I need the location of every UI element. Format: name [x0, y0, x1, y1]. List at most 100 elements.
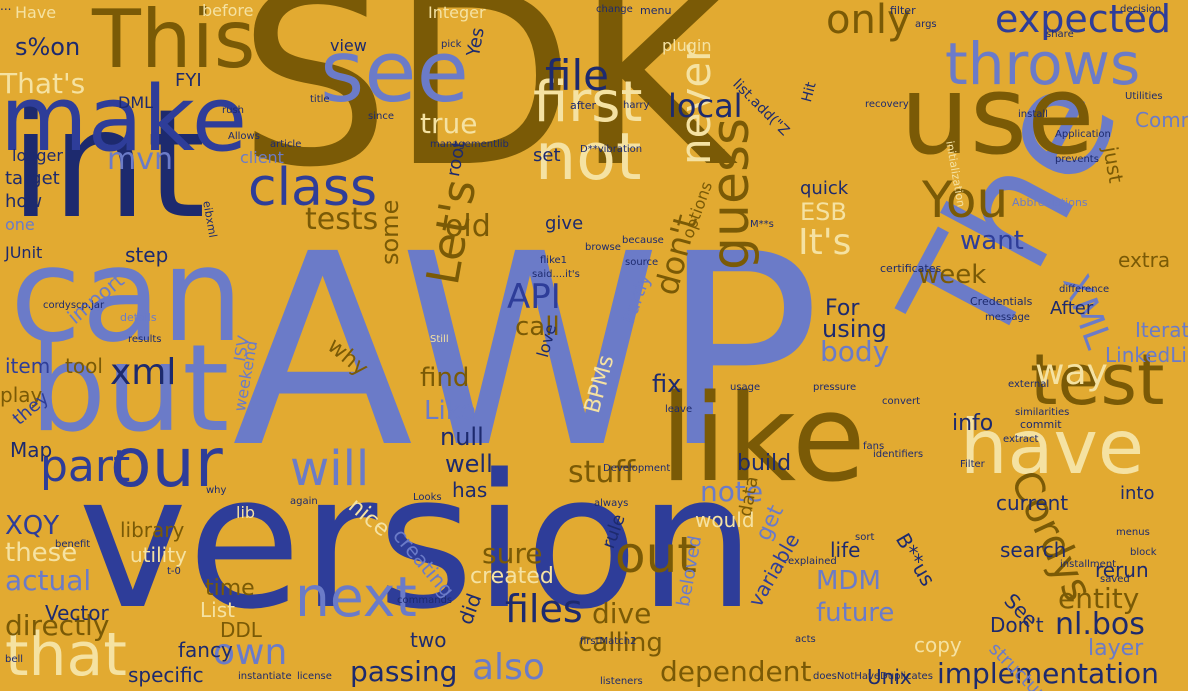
word-sure: sure [482, 537, 543, 570]
word-why: why [206, 485, 227, 496]
word-dependent: dependent [660, 655, 812, 688]
word-filter: filter [890, 4, 916, 17]
word-find: find [420, 363, 470, 393]
word-t-0: t-0 [167, 566, 181, 577]
word-see: see [320, 23, 469, 122]
word-dml: DML [118, 93, 154, 112]
word-view: view [330, 36, 367, 55]
word-some: some [376, 199, 404, 265]
word-rerun: rerun [1095, 558, 1149, 582]
word-yes: Yes [463, 26, 489, 59]
word-dive: dive [592, 597, 652, 630]
word-give: give [545, 213, 584, 234]
word-xqy: XQY [5, 511, 60, 541]
word-will: will [290, 441, 370, 497]
word-has: has [452, 478, 488, 502]
word-list: List [200, 598, 235, 622]
word-said-it-s: said....it's [532, 269, 580, 280]
word-implementation: implementation [937, 657, 1159, 690]
word-sdk: SDK [238, 0, 733, 220]
word-ddl: DDL [220, 618, 262, 642]
word-utilities: Utilities [1125, 91, 1163, 102]
word-make: make [0, 67, 248, 172]
word-week: week [918, 260, 987, 290]
word-before: before [202, 1, 254, 20]
word-title: title [310, 94, 330, 105]
word-junit: JUnit [5, 243, 43, 262]
word-saved: saved [1100, 574, 1130, 585]
word-identifiers: identifiers [873, 449, 924, 460]
word-license: license [297, 671, 332, 682]
word-step: step [125, 243, 169, 267]
word-only: only [826, 0, 911, 43]
word-part: part [40, 441, 131, 492]
word-again: again [290, 496, 318, 507]
word-similarities: similarities [1015, 407, 1070, 418]
word-life: life [830, 538, 861, 562]
word-flike1: flike1 [540, 255, 568, 266]
word-d-vibration: D**vibration [580, 144, 643, 155]
word-int: int [10, 78, 206, 252]
word-logger: logger [12, 146, 63, 165]
word-throws: throws [945, 30, 1141, 98]
word-into: into [1120, 483, 1155, 504]
word-browse: browse [585, 242, 621, 253]
word-have: Have [15, 3, 57, 22]
word-hit: Hit [799, 80, 820, 104]
word-install: install [1018, 109, 1048, 120]
word-can: can [10, 219, 244, 371]
word-block: block [1130, 547, 1157, 558]
word-linkedlist: LinkedList [1105, 343, 1188, 367]
word-just: just [1098, 144, 1129, 185]
word-m-s: M**s [750, 219, 774, 230]
word-details: details [120, 311, 157, 324]
word-next: next [295, 565, 417, 629]
word-usage: usage [730, 382, 761, 393]
word-class: class [248, 158, 378, 218]
word-difference: difference [1059, 284, 1110, 295]
word-way: way [1035, 352, 1108, 393]
word-fans: fans [863, 441, 885, 452]
word-version: version [78, 434, 756, 650]
word-time: time [205, 576, 255, 601]
word-passing: passing [350, 655, 458, 688]
word-using: using [822, 315, 887, 343]
word-lib: lib [236, 503, 256, 522]
word-change: change [596, 4, 633, 15]
word-calling: calling [578, 628, 663, 658]
word-always: always [594, 498, 629, 509]
word-acts: acts [795, 634, 816, 645]
word-recovery: recovery [865, 99, 909, 110]
word-for: For [825, 296, 860, 321]
word-specific: specific [128, 663, 204, 687]
word-menus: menus [1116, 527, 1150, 538]
word-args: args [915, 19, 937, 30]
word-mdm: MDM [816, 566, 881, 596]
word-xml: xml [110, 352, 177, 393]
word-search: search [1000, 538, 1067, 562]
word-fyi: FYI [175, 70, 202, 91]
word-two: two [410, 628, 447, 652]
word-how: how [5, 191, 43, 212]
word-api: API [507, 277, 561, 317]
word-it-s: It's [798, 222, 852, 263]
word-future: future [816, 598, 895, 628]
word-vector: Vector [45, 601, 109, 625]
word-abbreviations: Abbreviations [1012, 196, 1088, 209]
word-not: not [535, 120, 642, 195]
word-directly: directly [5, 609, 110, 642]
word-after: after [570, 99, 597, 112]
word-menu: menu [640, 4, 672, 17]
word-message: message [985, 312, 1030, 323]
word-unix: Unix [867, 665, 912, 689]
word-commandline: CommandLine [1135, 108, 1188, 132]
word-extract: extract [1003, 434, 1039, 445]
word-certificates: certificates [880, 262, 942, 275]
word-these: these [5, 538, 78, 568]
word-copy: copy [914, 633, 962, 657]
word-pick: pick [441, 39, 462, 50]
word-you: You [922, 171, 1009, 229]
word-own: own [213, 632, 288, 673]
word-prevents: prevents [1055, 154, 1099, 165]
word-current: current [996, 491, 1069, 515]
